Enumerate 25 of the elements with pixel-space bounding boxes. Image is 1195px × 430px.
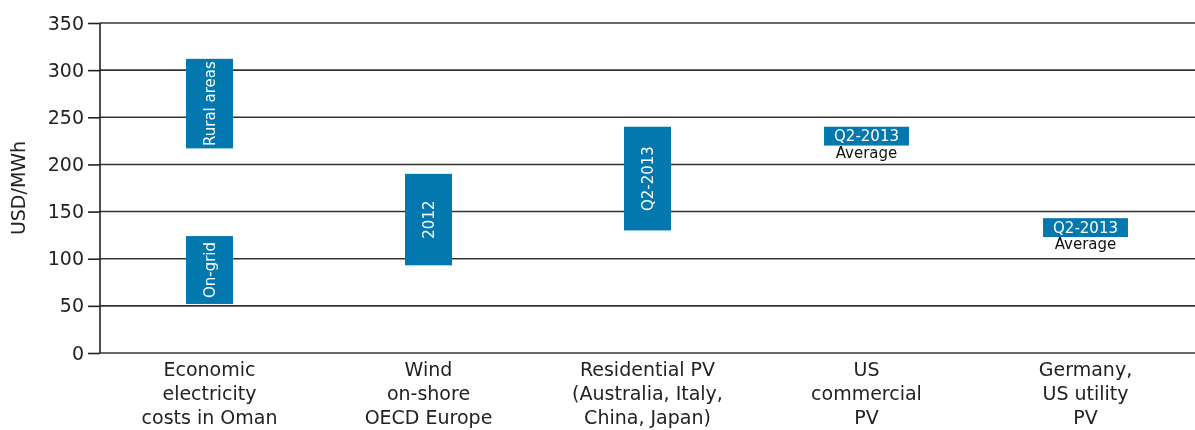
y-tick-label: 150 [47,200,84,223]
annotation: 2012 [419,200,438,239]
y-tick-label: 100 [47,247,84,270]
y-tick-label: 250 [47,105,84,128]
bar [186,236,233,304]
y-tick-label: 0 [71,341,84,364]
y-tick-label: 50 [59,294,84,317]
annotation: Q2-2013 [834,127,899,146]
bar [405,173,452,266]
y-tick-label: 350 [47,11,84,34]
y-tick-label: 200 [47,153,84,176]
annotation: Q2-2013 [638,146,657,212]
x-tick-label: US commercial PV [811,358,922,428]
annotation: Average [1054,235,1117,254]
x-tick-label: Germany, US utility PV [1038,358,1133,428]
annotation: Average [835,143,898,162]
annotation: Rural areas [200,61,219,147]
bar [624,126,671,231]
y-tick-label: 300 [47,58,84,81]
y-axis-title: USD/MWh [7,140,29,236]
annotation: Q2-2013 [1053,218,1118,237]
x-tick-label: Economic electricity costs in Oman [141,358,278,428]
x-tick-label: Wind on-shore OECD Europe [364,358,493,428]
annotation: On-grid [200,241,219,299]
x-tick-label: Residential PV (Australia, Italy, China, Japan) [572,358,723,428]
